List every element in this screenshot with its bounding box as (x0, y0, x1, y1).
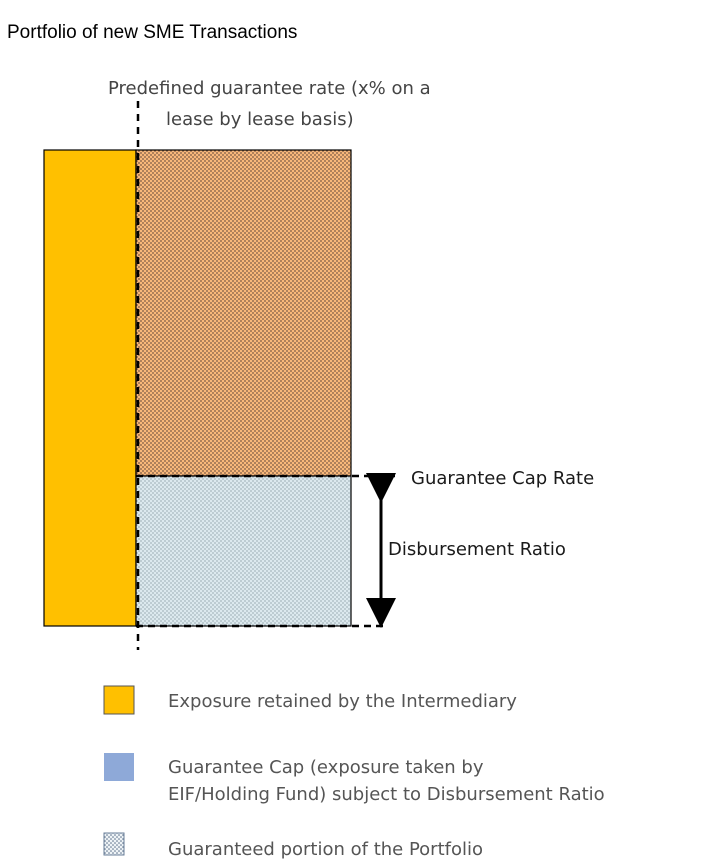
legend-orange-swatch-icon (103, 685, 135, 715)
legend-item-retained-label: Exposure retained by the Intermediary (168, 691, 517, 712)
legend: Exposure retained by the Intermediary Gu… (103, 685, 605, 860)
portfolio-upper-dotted-block (135, 149, 352, 477)
disbursement-ratio-label: Disbursement Ratio (388, 539, 566, 560)
legend-item-cap-label-line1: Guarantee Cap (exposure taken by (168, 757, 484, 778)
guarantee-rate-label-line2: lease by lease basis) (166, 109, 354, 130)
legend-item-cap-label-line2: EIF/Holding Fund) subject to Disbursemen… (168, 784, 605, 805)
page-title: Portfolio of new SME Transactions (7, 22, 297, 43)
guarantee-cap-dotted-block (135, 475, 352, 627)
legend-blue-swatch-icon (104, 753, 134, 781)
retained-exposure-block (43, 149, 137, 627)
legend-dotted-swatch-icon (103, 832, 125, 856)
guarantee-cap-rate-label: Guarantee Cap Rate (411, 468, 594, 489)
guarantee-rate-label-line1: Predefined guarantee rate (x% on a (108, 78, 431, 99)
legend-item-guaranteed-label: Guaranteed portion of the Portfolio (168, 839, 483, 860)
